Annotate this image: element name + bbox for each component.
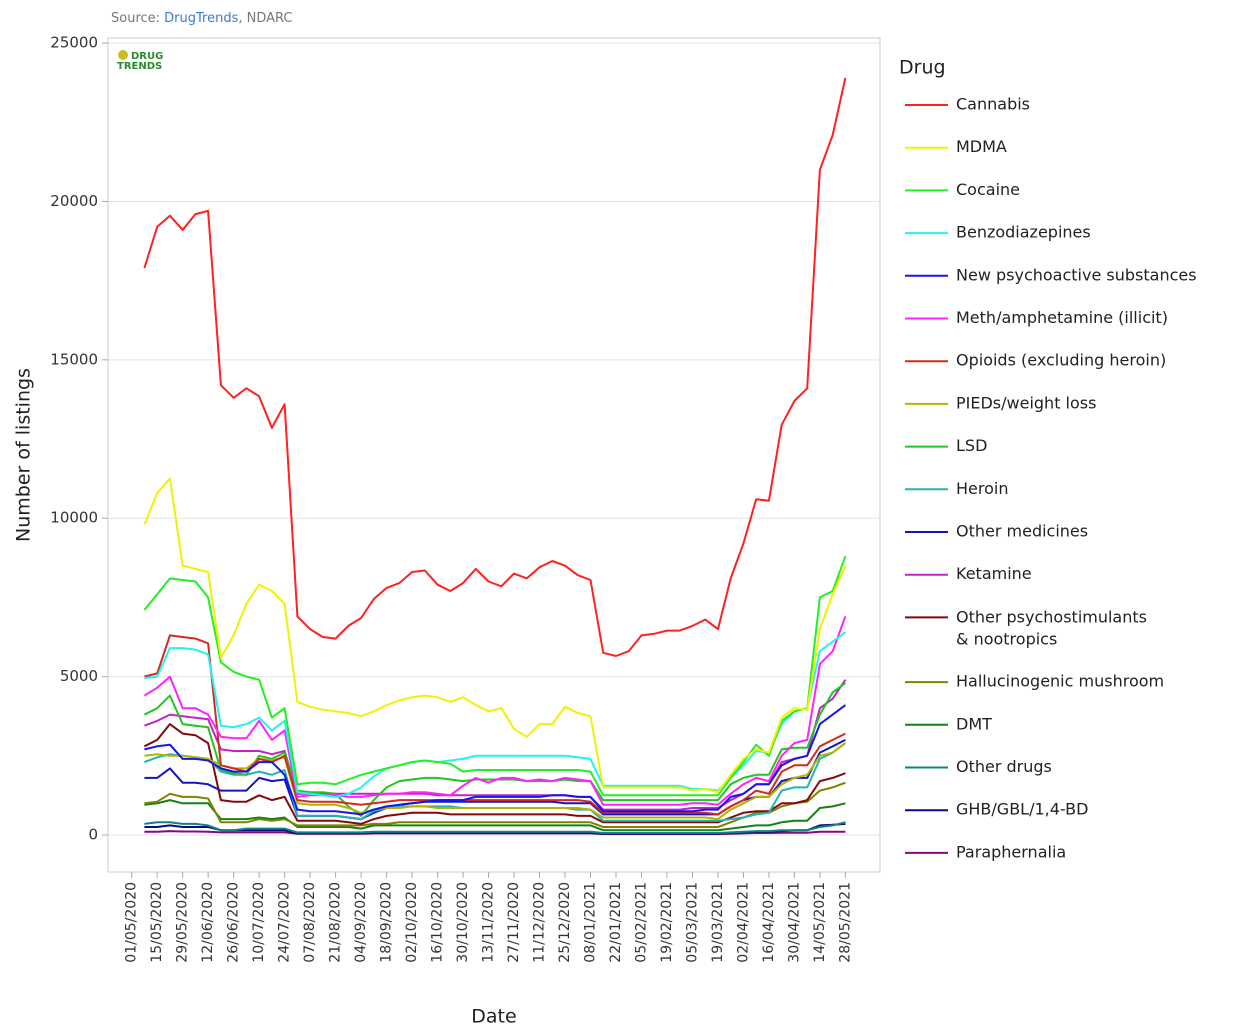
series-line xyxy=(143,555,847,797)
legend-label: Cocaine xyxy=(956,180,1020,199)
x-tick-label: 01/05/2020 xyxy=(124,882,140,963)
legend-label-line: Other psychostimulants xyxy=(956,607,1152,626)
series-line xyxy=(144,781,846,828)
series-line xyxy=(144,742,846,822)
x-tick-label: 16/04/2021 xyxy=(761,882,777,963)
source: Source: DrugTrends, NDARC xyxy=(111,11,293,26)
legend-title: Drug xyxy=(899,57,946,79)
legend-label: Other medicines xyxy=(956,522,1088,541)
legend-label: MDMA xyxy=(956,137,1007,156)
legend-label: Paraphernalia xyxy=(956,842,1066,861)
legend-label: Ketamine xyxy=(956,564,1032,583)
x-tick-label: 12/06/2020 xyxy=(200,882,216,963)
logo-icon xyxy=(118,50,128,60)
x-tick-label: 02/04/2021 xyxy=(735,882,751,963)
series-line xyxy=(143,723,846,825)
x-tick-label: 02/10/2020 xyxy=(404,882,420,963)
x-tick-label: 04/09/2020 xyxy=(353,882,369,963)
y-tick-label: 5000 xyxy=(60,667,98,685)
x-tick-label: 05/02/2021 xyxy=(633,882,649,963)
series-line xyxy=(144,821,846,834)
legend-label: Cannabis xyxy=(956,95,1030,114)
legend-label: Heroin xyxy=(956,479,1008,498)
x-tick-label: 19/02/2021 xyxy=(659,882,675,963)
legend-label: Opioids (excluding heroin) xyxy=(956,351,1166,370)
legend-label: PIEDs/weight loss xyxy=(956,393,1096,412)
series-line xyxy=(144,634,846,816)
y-tick-label: 20000 xyxy=(50,192,98,210)
x-tick-label: 14/05/2021 xyxy=(812,882,828,963)
series-line xyxy=(143,477,847,794)
x-tick-label: 18/09/2020 xyxy=(379,882,395,963)
x-tick-label: 21/08/2020 xyxy=(328,882,344,963)
series-line xyxy=(144,799,846,832)
y-tick-label: 25000 xyxy=(50,34,98,52)
x-tick-label: 05/03/2021 xyxy=(684,882,700,963)
x-tick-label: 07/08/2020 xyxy=(302,882,318,963)
x-tick-label: 13/11/2020 xyxy=(481,882,497,963)
series-line xyxy=(144,704,846,816)
x-tick-label: 15/05/2020 xyxy=(149,882,165,963)
series-line xyxy=(143,77,847,657)
x-tick-label: 27/11/2020 xyxy=(506,882,522,963)
logo-line: TRENDS xyxy=(117,61,162,72)
x-tick-label: 19/03/2021 xyxy=(710,882,726,963)
x-axis-title: Date xyxy=(471,1006,516,1026)
legend-label: New psychoactive substances xyxy=(956,265,1197,284)
x-tick-label: 30/04/2021 xyxy=(786,882,802,963)
legend-label: DMT xyxy=(956,714,992,733)
y-tick-label: 15000 xyxy=(50,350,98,368)
y-tick-label: 0 xyxy=(88,825,98,843)
series-line xyxy=(144,679,847,811)
y-axis-title: Number of listings xyxy=(13,368,35,542)
x-tick-label: 26/06/2020 xyxy=(226,882,242,963)
x-tick-label: 30/10/2020 xyxy=(455,882,471,963)
x-tick-label: 10/07/2020 xyxy=(251,882,267,963)
source-suffix: , NDARC xyxy=(238,11,292,26)
x-tick-label: 08/01/2021 xyxy=(583,882,599,963)
source-label: Source: xyxy=(111,11,160,26)
x-tick-label: 28/05/2021 xyxy=(837,882,853,963)
series-line xyxy=(143,616,847,806)
series-line xyxy=(144,631,846,798)
legend-label-line: & nootropics xyxy=(956,629,1057,648)
y-tick-label: 10000 xyxy=(50,509,98,527)
x-tick-label: 16/10/2020 xyxy=(430,882,446,963)
legend-label: Benzodiazepines xyxy=(956,223,1091,242)
legend-label: Meth/amphetamine (illicit) xyxy=(956,308,1168,327)
legend-label: LSD xyxy=(956,436,987,455)
legend-label: GHB/GBL/1,4-BD xyxy=(956,800,1088,819)
legend-label: Other psychostimulants & nootropics xyxy=(956,607,1152,648)
plot-frame xyxy=(107,37,881,873)
x-tick-label: 24/07/2020 xyxy=(277,882,293,963)
source-link[interactable]: DrugTrends xyxy=(164,11,238,26)
x-tick-label: 25/12/2020 xyxy=(557,882,573,963)
logo-line: DRUG xyxy=(131,51,163,62)
x-tick-label: 29/05/2020 xyxy=(175,882,191,963)
x-tick-label: 22/01/2021 xyxy=(608,882,624,963)
legend-label: Other drugs xyxy=(956,757,1052,776)
x-tick-label: 11/12/2020 xyxy=(532,882,548,963)
legend-label: Hallucinogenic mushroom xyxy=(956,672,1164,691)
